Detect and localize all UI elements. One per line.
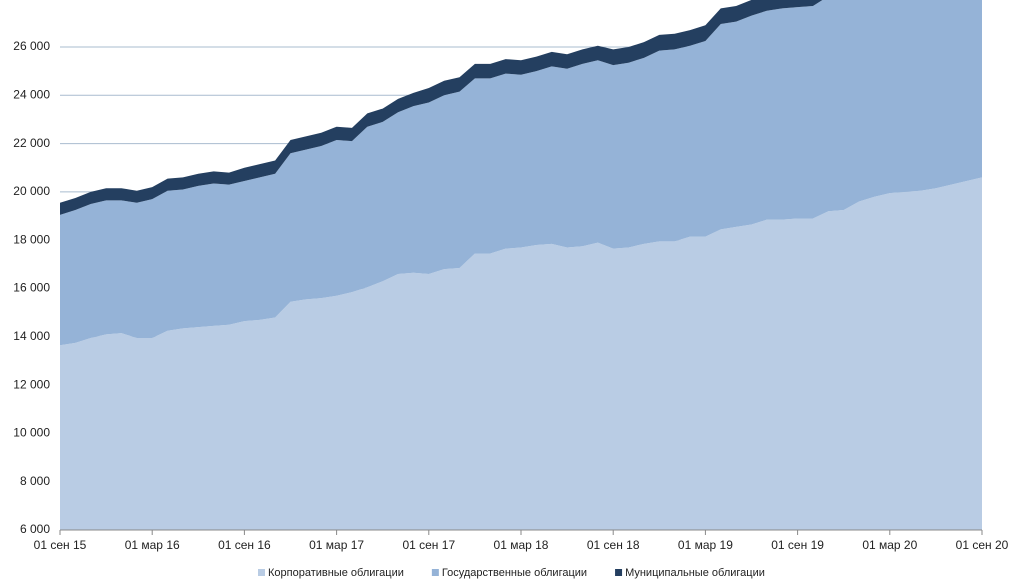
x-tick-label: 01 мар 20 — [862, 538, 917, 552]
x-tick-label: 01 сен 19 — [771, 538, 824, 552]
legend-label: Государственные облигации — [442, 567, 587, 579]
area — [60, 177, 982, 530]
legend-swatch — [615, 569, 623, 576]
x-tick-label: 01 мар 16 — [125, 538, 180, 552]
legend-swatch — [258, 569, 265, 576]
x-tick-label: 01 сен 17 — [402, 538, 455, 552]
legend: Корпоративные облигации Государственные о… — [258, 567, 765, 579]
area — [60, 0, 823, 215]
y-tick-label: 22 000 — [13, 136, 50, 150]
y-tick-label: 20 000 — [13, 184, 50, 198]
x-tick-label: 01 мар 18 — [494, 538, 549, 552]
y-tick-label: 10 000 — [13, 426, 50, 440]
x-tick-label: 01 сен 18 — [587, 538, 640, 552]
x-tick-label: 01 сен 15 — [34, 538, 87, 552]
y-tick-label: 26 000 — [13, 39, 50, 53]
legend-label: Муниципальные облигации — [625, 567, 765, 579]
legend-label: Корпоративные облигации — [268, 567, 404, 579]
y-tick-label: 24 000 — [13, 87, 50, 101]
x-tick-label: 01 мар 19 — [678, 538, 733, 552]
y-tick-label: 14 000 — [13, 329, 50, 343]
y-tick-label: 12 000 — [13, 377, 50, 391]
y-tick-label: 16 000 — [13, 281, 50, 295]
y-tick-label: 8 000 — [20, 474, 50, 488]
y-tick-label: 18 000 — [13, 232, 50, 246]
legend-swatch — [431, 569, 439, 576]
y-tick-label: 6 000 — [20, 522, 50, 536]
x-tick-label: 01 сен 20 — [956, 538, 1009, 552]
areas — [60, 0, 982, 530]
area — [60, 0, 982, 346]
x-tick-label: 01 сен 16 — [218, 538, 271, 552]
x-tick-label: 01 мар 17 — [309, 538, 364, 552]
